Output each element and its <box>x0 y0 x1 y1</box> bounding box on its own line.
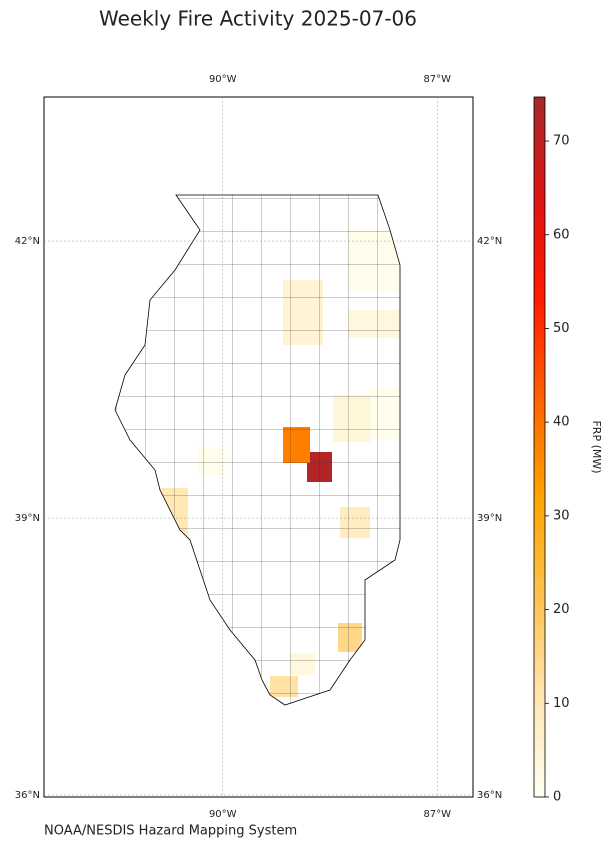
colorbar-tick-label: 70 <box>553 134 570 149</box>
colorbar-tick-label: 10 <box>553 696 570 711</box>
y-tick-label: 39°N <box>15 513 40 524</box>
y-tick-label: 36°N <box>477 790 502 801</box>
y-tick-label: 42°N <box>477 236 502 247</box>
colorbar-tick-label: 60 <box>553 227 570 242</box>
colorbar-tick-label: 0 <box>553 790 561 805</box>
counties <box>115 195 400 705</box>
x-tick-label: 87°W <box>423 809 451 820</box>
colorbar-tick-label: 50 <box>553 321 570 336</box>
x-tick-label: 87°W <box>423 74 451 85</box>
credit: NOAA/NESDIS Hazard Mapping System <box>44 824 297 839</box>
state-outline <box>114 194 401 706</box>
county-lines <box>115 195 400 705</box>
y-tick-label: 36°N <box>15 790 40 801</box>
x-tick-label: 90°W <box>209 74 237 85</box>
colorbar <box>533 96 546 798</box>
y-tick-label: 42°N <box>15 236 40 247</box>
x-tick-label: 90°W <box>209 809 237 820</box>
colorbar-tick-label: 30 <box>553 508 570 523</box>
colorbar-tick-label: 40 <box>553 415 570 430</box>
title: Weekly Fire Activity 2025-07-06 <box>99 7 417 31</box>
y-tick-label: 39°N <box>477 513 502 524</box>
colorbar-tick-label: 20 <box>553 602 570 617</box>
colorbar-label: FRP (MW) <box>590 420 603 473</box>
map-frame <box>43 96 474 798</box>
